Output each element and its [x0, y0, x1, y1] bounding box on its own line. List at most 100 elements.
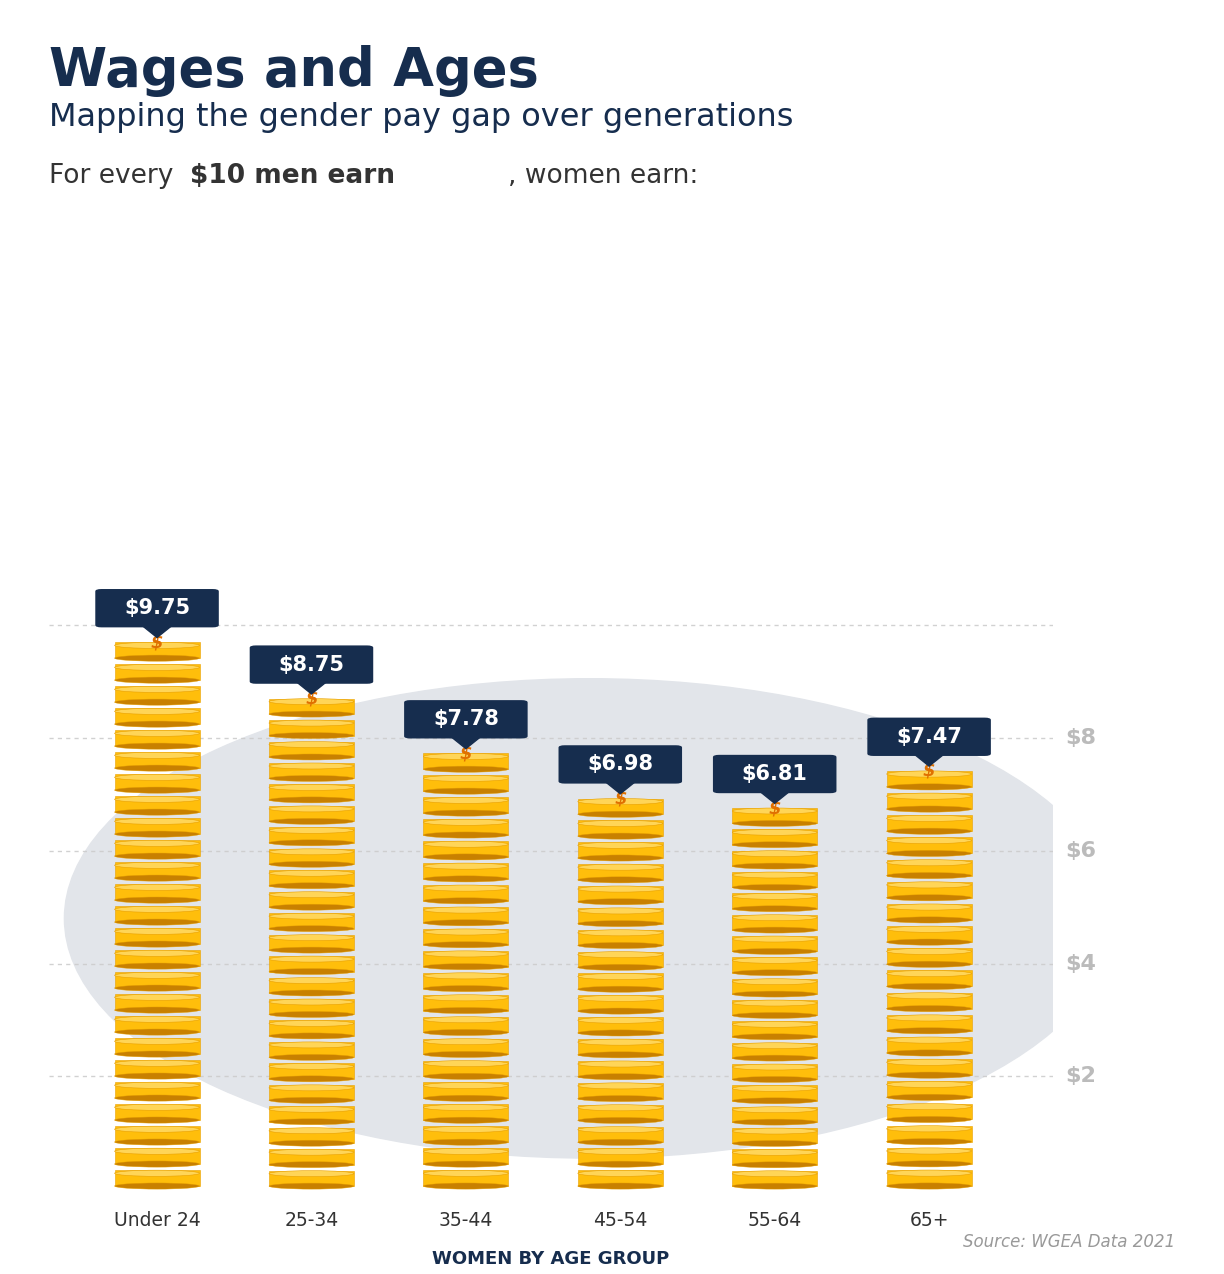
Bar — [732, 1149, 818, 1164]
Ellipse shape — [732, 842, 818, 847]
Ellipse shape — [269, 741, 354, 748]
Ellipse shape — [732, 1107, 818, 1112]
Bar — [424, 798, 508, 813]
Bar — [115, 1017, 200, 1032]
Bar — [269, 892, 354, 907]
Bar — [115, 730, 200, 747]
Ellipse shape — [115, 1148, 200, 1154]
Ellipse shape — [269, 977, 354, 984]
Bar — [732, 808, 818, 823]
Bar — [732, 871, 818, 888]
Ellipse shape — [424, 920, 508, 926]
Ellipse shape — [578, 1148, 662, 1154]
Bar — [578, 930, 662, 945]
Ellipse shape — [115, 1184, 200, 1189]
Ellipse shape — [269, 956, 354, 962]
Bar — [115, 1038, 200, 1054]
Bar — [269, 698, 354, 713]
Ellipse shape — [115, 985, 200, 991]
Ellipse shape — [578, 877, 662, 883]
Bar — [269, 956, 354, 972]
Ellipse shape — [269, 763, 354, 769]
Ellipse shape — [732, 1000, 818, 1006]
Ellipse shape — [269, 1127, 354, 1134]
Bar — [732, 1085, 818, 1101]
Bar — [578, 864, 662, 880]
Ellipse shape — [578, 964, 662, 971]
Ellipse shape — [269, 711, 354, 717]
Ellipse shape — [886, 1182, 972, 1189]
Ellipse shape — [424, 1096, 508, 1101]
Ellipse shape — [424, 941, 508, 948]
Ellipse shape — [886, 1094, 972, 1101]
Ellipse shape — [732, 1149, 818, 1156]
Ellipse shape — [886, 1082, 972, 1088]
Ellipse shape — [115, 664, 200, 670]
Bar — [886, 794, 972, 809]
Ellipse shape — [269, 733, 354, 739]
Ellipse shape — [732, 906, 818, 912]
Ellipse shape — [115, 721, 200, 727]
Ellipse shape — [115, 1117, 200, 1124]
Ellipse shape — [424, 950, 508, 957]
Text: Mapping the gender pay gap over generations: Mapping the gender pay gap over generati… — [49, 102, 793, 132]
Ellipse shape — [886, 815, 972, 822]
Bar — [269, 741, 354, 757]
Ellipse shape — [886, 1170, 972, 1176]
Bar — [269, 999, 354, 1014]
Ellipse shape — [269, 883, 354, 889]
Ellipse shape — [115, 775, 200, 781]
Ellipse shape — [269, 1184, 354, 1189]
Bar — [424, 1148, 508, 1164]
Ellipse shape — [732, 978, 818, 985]
Polygon shape — [296, 682, 327, 694]
Ellipse shape — [886, 837, 972, 843]
Ellipse shape — [732, 884, 818, 891]
Ellipse shape — [578, 1029, 662, 1036]
Ellipse shape — [732, 1119, 818, 1125]
Text: $: $ — [151, 633, 163, 651]
Bar — [886, 948, 972, 964]
Ellipse shape — [732, 1033, 818, 1040]
Ellipse shape — [269, 935, 354, 940]
Bar — [886, 1170, 972, 1186]
Ellipse shape — [732, 948, 818, 954]
Bar — [269, 806, 354, 822]
Bar — [424, 929, 508, 945]
Polygon shape — [450, 736, 481, 749]
Text: Wages and Ages: Wages and Ages — [49, 45, 539, 97]
Ellipse shape — [424, 1161, 508, 1167]
Ellipse shape — [732, 893, 818, 899]
Bar — [578, 1040, 662, 1055]
Bar — [578, 820, 662, 836]
Ellipse shape — [424, 789, 508, 794]
Ellipse shape — [115, 906, 200, 912]
Ellipse shape — [886, 1037, 972, 1043]
Bar — [269, 913, 354, 929]
Ellipse shape — [578, 930, 662, 936]
Bar — [115, 687, 200, 702]
FancyBboxPatch shape — [868, 717, 991, 755]
Ellipse shape — [424, 1017, 508, 1023]
Bar — [732, 893, 818, 908]
Ellipse shape — [115, 1171, 200, 1176]
Bar — [269, 763, 354, 778]
Bar — [578, 1083, 662, 1098]
Bar — [424, 995, 508, 1010]
Ellipse shape — [578, 1083, 662, 1089]
Ellipse shape — [732, 1013, 818, 1018]
Ellipse shape — [424, 819, 508, 826]
Bar — [578, 973, 662, 989]
Ellipse shape — [732, 1055, 818, 1061]
Ellipse shape — [424, 1073, 508, 1079]
Bar — [269, 1106, 354, 1121]
Ellipse shape — [115, 642, 200, 648]
Ellipse shape — [269, 1064, 354, 1069]
Ellipse shape — [269, 1020, 354, 1027]
Bar — [886, 1103, 972, 1120]
Ellipse shape — [578, 885, 662, 892]
Ellipse shape — [424, 1139, 508, 1145]
Ellipse shape — [886, 1059, 972, 1065]
Bar — [732, 851, 818, 866]
Ellipse shape — [424, 995, 508, 1001]
